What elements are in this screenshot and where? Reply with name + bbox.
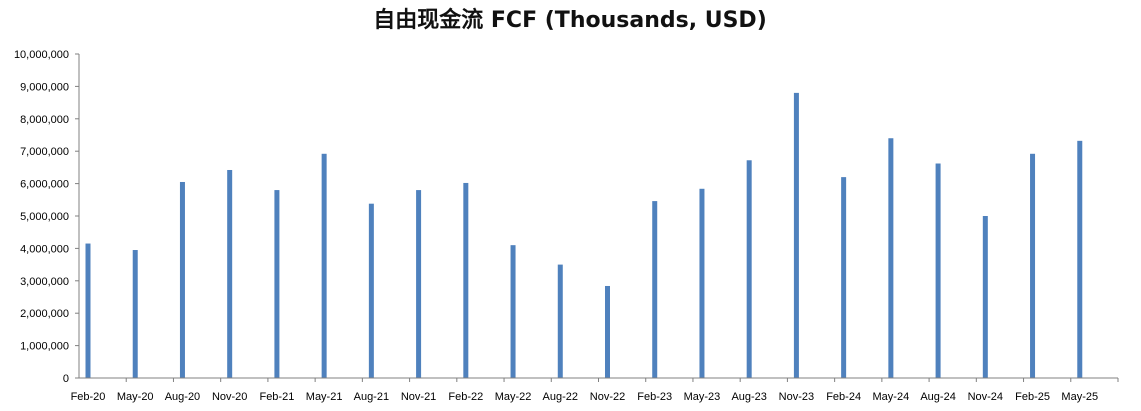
x-tick-label: May-24 — [873, 391, 910, 403]
bar-may-22 — [510, 245, 516, 378]
y-tick-label: 5,000,000 — [20, 211, 69, 223]
x-tick-label: May-20 — [117, 391, 154, 403]
x-tick-label: May-23 — [684, 391, 721, 403]
x-tick-label: Aug-21 — [354, 391, 389, 403]
y-tick-label: 0 — [63, 373, 69, 385]
x-tick-label: Feb-22 — [448, 391, 483, 403]
x-tick-label: Feb-21 — [259, 391, 294, 403]
y-tick-label: 10,000,000 — [14, 49, 69, 61]
bar-feb-23 — [652, 201, 658, 378]
x-tick-label: Feb-25 — [1015, 391, 1050, 403]
bar-aug-21 — [368, 203, 374, 378]
bar-may-23 — [699, 188, 705, 378]
bar-nov-21 — [416, 190, 422, 378]
x-tick-label: May-22 — [495, 391, 532, 403]
x-tick-label: May-21 — [306, 391, 343, 403]
bar-may-20 — [132, 250, 138, 378]
x-tick-label: Feb-24 — [826, 391, 861, 403]
x-tick-label: Aug-20 — [165, 391, 200, 403]
y-tick-label: 2,000,000 — [20, 308, 69, 320]
bar-aug-24 — [935, 163, 941, 378]
x-tick-label: Nov-24 — [968, 391, 1003, 403]
bar-feb-22 — [463, 182, 469, 378]
bar-feb-25 — [1030, 153, 1036, 378]
y-tick-label: 6,000,000 — [20, 179, 69, 191]
x-tick-label: Nov-22 — [590, 391, 625, 403]
x-tick-label: Feb-20 — [71, 391, 106, 403]
bar-may-25 — [1077, 140, 1083, 378]
y-axis-ticks: 0 1,000,000 2,000,000 3,000,000 4,000,000 5,0… — [14, 49, 79, 385]
y-tick-label: 3,000,000 — [20, 276, 69, 288]
bar-series — [85, 92, 1083, 378]
bar-aug-23 — [746, 160, 752, 378]
bar-feb-24 — [841, 177, 847, 378]
bar-nov-22 — [605, 285, 610, 378]
y-tick-label: 4,000,000 — [20, 243, 69, 255]
x-tick-label: Aug-22 — [543, 391, 578, 403]
x-tick-label: Nov-21 — [401, 391, 436, 403]
x-axis-ticks: Feb-20 May-20 Aug-20 Nov-20 Feb-21 May-21 Aug-… — [71, 378, 1119, 403]
bar-aug-22 — [557, 264, 563, 378]
x-tick-label: May-25 — [1061, 391, 1098, 403]
y-tick-label: 8,000,000 — [20, 114, 69, 126]
x-tick-label: Nov-23 — [779, 391, 814, 403]
bar-nov-23 — [793, 92, 799, 378]
x-tick-label: Nov-20 — [212, 391, 247, 403]
bar-nov-20 — [227, 169, 233, 378]
bar-nov-24 — [982, 216, 988, 378]
x-tick-label: Aug-23 — [731, 391, 766, 403]
bar-feb-21 — [274, 190, 280, 378]
y-tick-label: 7,000,000 — [20, 146, 69, 158]
x-tick-label: Aug-24 — [920, 391, 955, 403]
bar-aug-20 — [179, 181, 185, 378]
bar-may-24 — [888, 138, 894, 378]
x-tick-label: Feb-23 — [637, 391, 672, 403]
bar-may-21 — [321, 153, 327, 378]
y-tick-label: 1,000,000 — [20, 341, 69, 353]
bar-feb-20 — [85, 243, 91, 378]
y-tick-label: 9,000,000 — [20, 81, 69, 93]
chart-title: 自由现金流 FCF (Thousands, USD) — [373, 7, 767, 33]
